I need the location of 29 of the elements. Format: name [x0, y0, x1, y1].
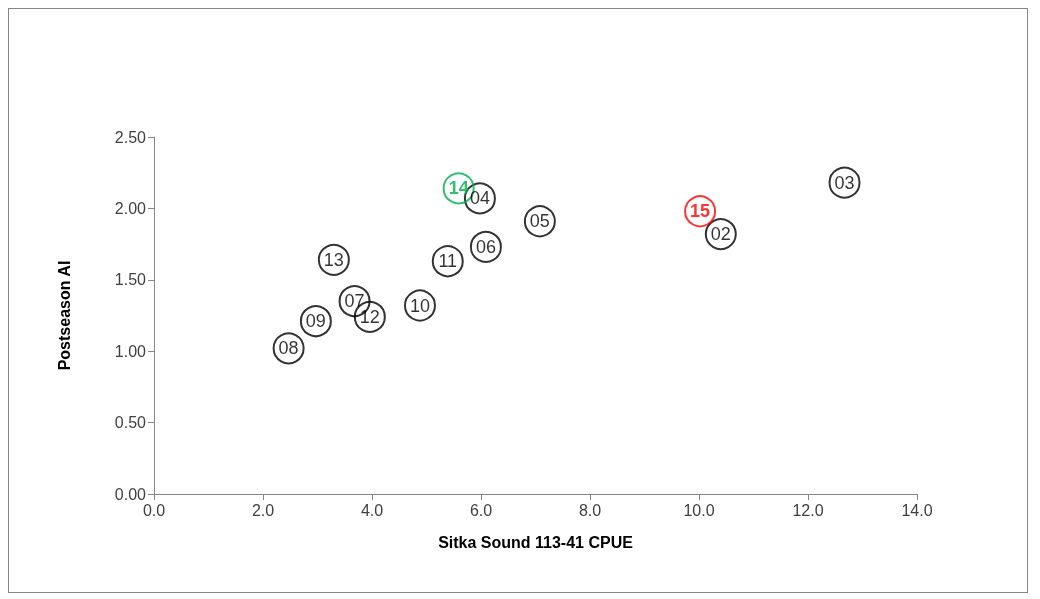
- x-tick-label: 4.0: [360, 501, 384, 519]
- y-tick-label: 2.50: [114, 128, 147, 146]
- annotation: 08: [278, 338, 299, 359]
- x-tick-label: 10.0: [683, 501, 715, 519]
- annotation: 02: [710, 224, 731, 245]
- y-tick-label: 0.00: [114, 485, 147, 503]
- annotation: 10: [409, 295, 430, 316]
- x-tick-label: 0.0: [142, 501, 166, 519]
- x-axis-title: Sitka Sound 113-41 CPUE: [438, 533, 634, 551]
- annotation: 11: [438, 251, 458, 272]
- x-tick-label: 6.0: [469, 501, 493, 519]
- x-tick-label: 14.0: [901, 501, 933, 519]
- x-tick-label: 12.0: [792, 501, 824, 519]
- annotation: 13: [323, 249, 344, 270]
- annotation: 06: [475, 236, 496, 257]
- y-tick-label: 1.50: [114, 271, 147, 289]
- x-tick-label: 2.0: [251, 501, 275, 519]
- y-axis-title: Postseason AI: [55, 260, 73, 371]
- x-tick-label: 8.0: [578, 501, 602, 519]
- annotation: 14: [448, 178, 469, 199]
- y-tick-label: 0.50: [114, 414, 147, 432]
- annotation: 09: [305, 311, 326, 332]
- annotation: 12: [359, 306, 380, 327]
- annotation: 04: [469, 188, 490, 209]
- y-tick-label: 2.00: [114, 199, 147, 217]
- annotation: 15: [690, 201, 711, 222]
- annotation: 05: [529, 211, 550, 232]
- annotation: 03: [834, 172, 855, 193]
- y-tick-label: 1.00: [114, 342, 147, 360]
